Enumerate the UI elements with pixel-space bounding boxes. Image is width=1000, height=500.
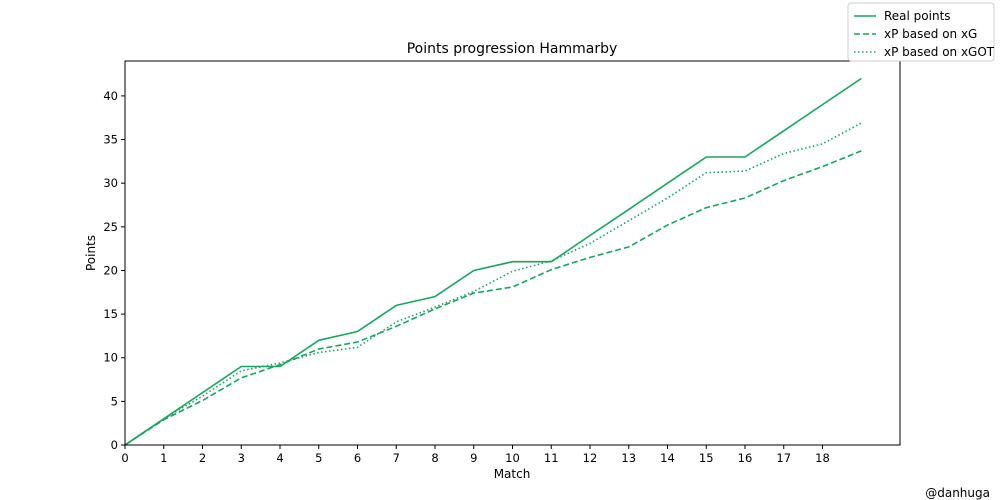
x-tick-label: 15: [699, 451, 714, 465]
x-tick-label: 10: [505, 451, 520, 465]
legend-entry: xP based on xG: [884, 27, 977, 41]
y-tick-label: 30: [103, 176, 118, 190]
x-tick-label: 17: [776, 451, 791, 465]
y-tick-label: 5: [111, 394, 118, 408]
y-tick-label: 40: [103, 89, 118, 103]
x-tick-label: 0: [121, 451, 128, 465]
chart-title: Points progression Hammarby: [407, 41, 618, 57]
x-tick-label: 1: [160, 451, 167, 465]
x-tick-label: 13: [621, 451, 636, 465]
y-tick-label: 0: [111, 438, 118, 452]
y-tick-label: 25: [103, 220, 118, 234]
legend-entry: xP based on xGOT: [884, 45, 995, 59]
series-line-dotted: [124, 122, 862, 446]
credit-label: @danhuga: [925, 486, 990, 500]
plot-frame: [124, 60, 901, 446]
x-tick-label: 11: [544, 451, 559, 465]
x-tick-label: 9: [470, 451, 477, 465]
x-axis-label: Match: [494, 467, 531, 481]
x-tick-label: 5: [315, 451, 322, 465]
series-line-solid: [124, 77, 862, 446]
x-tick-label: 3: [238, 451, 245, 465]
x-tick-label: 2: [199, 451, 206, 465]
y-tick-label: 35: [103, 133, 118, 147]
x-tick-label: 4: [276, 451, 283, 465]
x-tick-label: 8: [431, 451, 438, 465]
x-tick-label: 12: [583, 451, 598, 465]
x-tick-label: 18: [815, 451, 830, 465]
series-line-dashed: [124, 150, 862, 446]
x-tick-label: 14: [660, 451, 675, 465]
legend: Real points xP based on xG xP based on xGO…: [847, 2, 995, 62]
plot-lines: [124, 77, 862, 446]
x-tick-label: 6: [354, 451, 361, 465]
y-axis: 0 5 10 15 20 25 30 35 40: [103, 89, 125, 452]
y-tick-label: 20: [103, 263, 118, 277]
y-tick-label: 15: [103, 307, 118, 321]
x-axis: 0 1 2 3 4 5 6 7 8 9 10 11 12 13 14 15 16 17 18: [121, 445, 830, 465]
legend-box: [847, 2, 995, 62]
y-axis-label: Points: [84, 235, 98, 271]
y-tick-label: 10: [103, 351, 118, 365]
x-tick-label: 7: [393, 451, 400, 465]
x-tick-label: 16: [738, 451, 753, 465]
legend-entry: Real points: [884, 9, 951, 23]
